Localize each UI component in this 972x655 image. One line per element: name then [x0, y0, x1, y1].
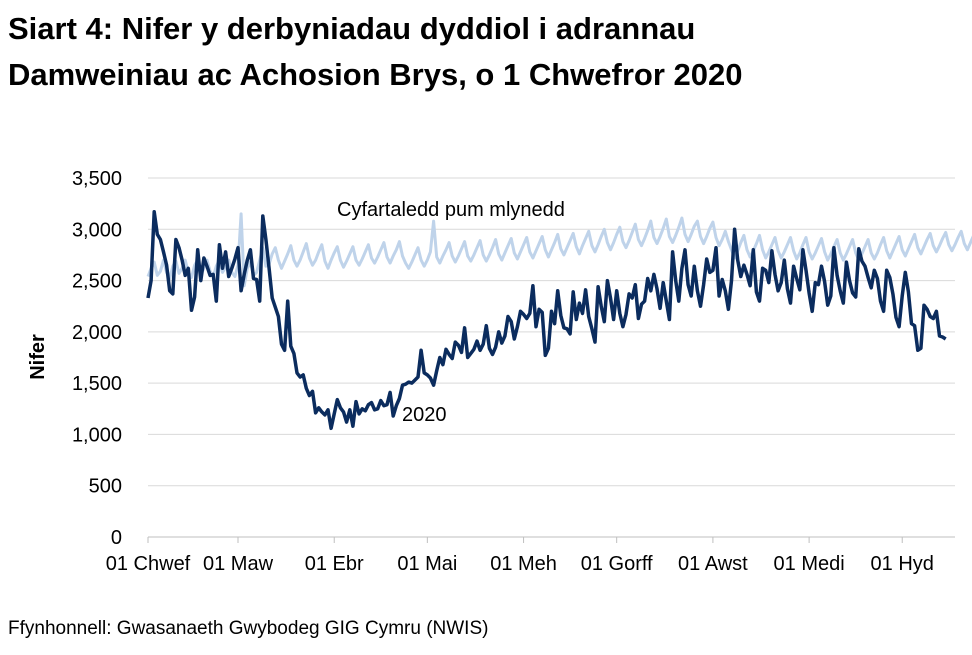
chart-title-line-1: Siart 4: Nifer y derbyniadau dyddiol i a…: [8, 11, 696, 46]
x-tick-label: 01 Mai: [397, 553, 457, 575]
x-tick-label: 01 Ebr: [305, 553, 364, 575]
x-tick-label: 01 Awst: [678, 553, 748, 575]
chart-title-line-2: Damweiniau ac Achosion Brys, o 1 Chwefro…: [8, 57, 743, 92]
series-line-five-year-average: [146, 212, 972, 288]
y-tick-label: 3,000: [72, 219, 122, 241]
x-tick-label: 01 Meh: [490, 553, 557, 575]
y-tick-label: 500: [89, 476, 122, 498]
y-tick-label: 0: [111, 527, 122, 549]
y-tick-label: 3,500: [72, 168, 122, 190]
x-tick-label: 01 Maw: [203, 553, 274, 575]
chart-title: Siart 4: Nifer y derbyniadau dyddiol i a…: [8, 6, 958, 98]
y-tick-label: 2,500: [72, 271, 122, 293]
series-line-2020: [146, 210, 947, 431]
y-axis-label: Nifer: [27, 334, 49, 380]
annotation-five-year-average: Cyfartaledd pum mlynedd: [337, 199, 565, 221]
x-tick-label: 01 Hyd: [871, 553, 934, 575]
annotation-2020: 2020: [402, 404, 447, 426]
gridlines: [148, 177, 955, 487]
x-tick-label: 01 Medi: [774, 553, 845, 575]
source-note: Ffynhonnell: Gwasanaeth Gwybodeg GIG Cym…: [8, 618, 489, 639]
x-axis-ticks: 01 Chwef 01 Maw 01 Ebr 01 Mai 01 Meh 01 Gorff…: [106, 537, 934, 575]
y-axis-ticks: 0 500 1,000 1,500 2,000 2,500 3,000 3,500: [72, 168, 122, 549]
y-tick-label: 1,000: [72, 424, 122, 446]
x-tick-label: 01 Chwef: [106, 553, 191, 575]
y-tick-label: 2,000: [72, 322, 122, 344]
x-tick-label: 01 Gorff: [581, 553, 653, 575]
y-tick-label: 1,500: [72, 373, 122, 395]
